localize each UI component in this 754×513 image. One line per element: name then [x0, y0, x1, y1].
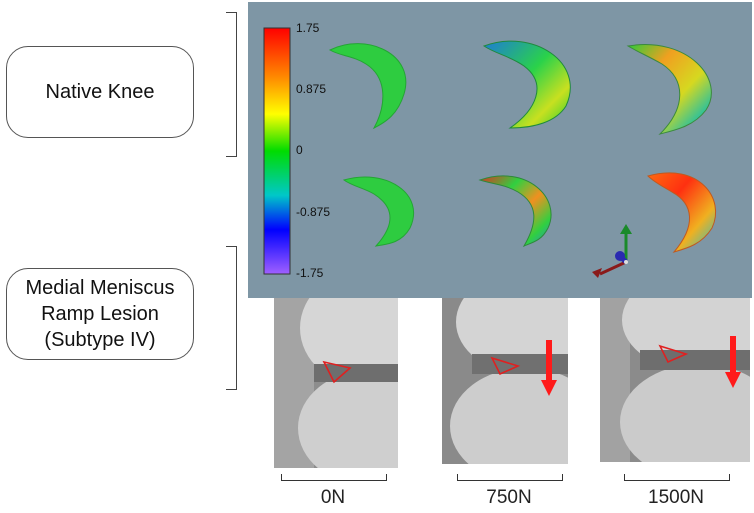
image-1500n	[600, 298, 750, 462]
load-arrow-750n	[541, 380, 557, 396]
meniscus-ramp-750n	[478, 175, 552, 248]
strain-map-svg	[263, 27, 717, 278]
colorbar-min-label: -1.75	[296, 266, 324, 280]
ramp-lesion-box: Medial Meniscus Ramp Lesion (Subtype IV)	[6, 268, 194, 360]
native-knee-bracket	[226, 12, 237, 157]
scale-bar-0n	[281, 474, 387, 481]
meniscus-native-0n	[328, 43, 407, 130]
load-label-1500n: 1500N	[648, 487, 704, 508]
ramp-lesion-bracket	[226, 246, 237, 390]
colorbar	[263, 27, 291, 275]
roi-outline-0n	[322, 360, 352, 384]
colorbar-lower-label: -0.875	[296, 205, 331, 219]
colorbar-upper-label: 0.875	[296, 82, 327, 96]
meniscus-native-1500n	[626, 44, 712, 135]
meniscus-ramp-1500n	[647, 172, 717, 253]
colorbar-max-label: 1.75	[296, 21, 320, 35]
scale-bar-750n	[457, 474, 563, 481]
orientation-triad	[592, 224, 632, 278]
roi-outline-750n	[490, 356, 521, 376]
image-0n	[274, 298, 398, 468]
roi-outline-1500n	[658, 344, 689, 364]
load-arrow-1500n	[725, 372, 741, 388]
meniscus-ramp-0n	[342, 176, 415, 247]
image-750n	[442, 298, 568, 464]
native-knee-box: Native Knee	[6, 46, 194, 138]
colorbar-zero-label: 0	[296, 143, 303, 157]
meniscus-native-750n	[482, 40, 571, 129]
ramp-lesion-line2: Ramp Lesion	[41, 303, 159, 325]
ramp-lesion-line3: (Subtype IV)	[44, 329, 156, 351]
load-label-0n: 0N	[320, 487, 346, 508]
strain-map-panel: 1.75 0.875 0 -0.875 -1.75	[248, 2, 752, 298]
scale-bar-1500n	[624, 474, 730, 481]
load-label-750n: 750N	[486, 487, 532, 508]
native-knee-label: Native Knee	[45, 81, 155, 103]
ramp-lesion-line1: Medial Meniscus	[25, 277, 175, 299]
